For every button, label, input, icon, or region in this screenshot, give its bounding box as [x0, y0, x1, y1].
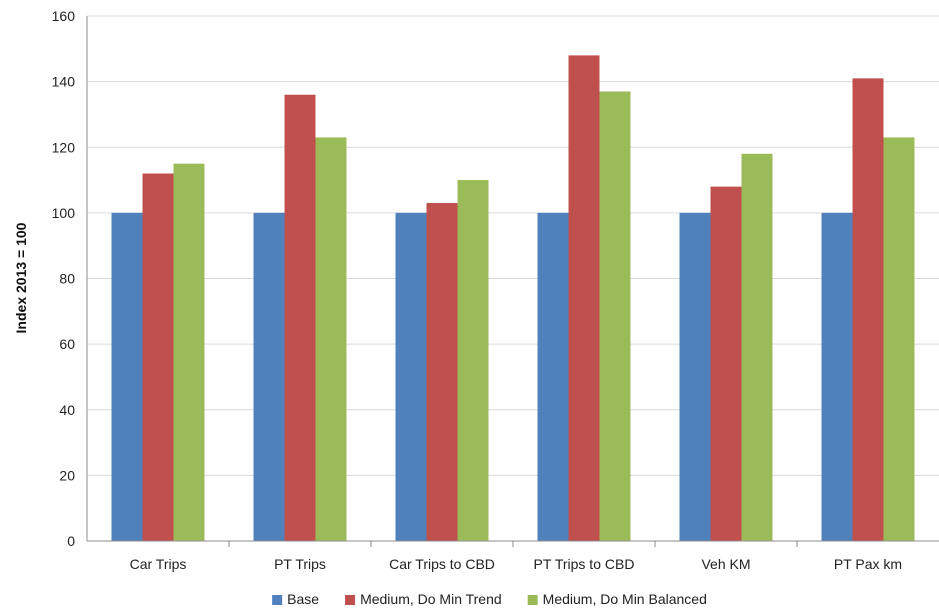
y-tick-label: 160	[52, 8, 76, 24]
bar-base-pt-trips	[253, 212, 285, 541]
legend-swatch	[272, 595, 283, 605]
bar-medium-do-min-trend-car-trips-to-cbd	[426, 203, 458, 541]
y-tick-label: 140	[52, 74, 76, 90]
y-tick-label: 120	[52, 139, 76, 155]
x-tick-labels: Car Trips PT Trips Car Trips to CBD PT Trip…	[130, 556, 903, 572]
bar-base-pt-pax-km	[821, 212, 853, 541]
legend-label: Medium, Do Min Trend	[360, 591, 502, 607]
bar-medium-do-min-trend-pt-trips	[284, 94, 316, 541]
x-tick-label: PT Trips to CBD	[534, 556, 635, 572]
x-tick-label: Car Trips	[130, 556, 187, 572]
x-tick-label: Car Trips to CBD	[389, 556, 495, 572]
bar-medium-do-min-trend-veh-km	[710, 186, 742, 541]
bar-medium-do-min-balanced-veh-km	[741, 153, 773, 541]
bar-base-veh-km	[679, 212, 711, 541]
bar-medium-do-min-balanced-car-trips	[173, 163, 205, 541]
legend-swatch	[527, 595, 538, 605]
bar-base-pt-trips-to-cbd	[537, 212, 569, 541]
y-tick-label: 80	[59, 271, 75, 287]
gridlines	[87, 15, 939, 476]
legend-label: Medium, Do Min Balanced	[543, 591, 707, 607]
y-tick-label: 0	[67, 533, 75, 549]
y-axis-title: Index 2013 = 100	[13, 222, 29, 333]
legend-swatch	[345, 595, 356, 605]
bar-medium-do-min-balanced-pt-trips-to-cbd	[599, 91, 631, 541]
y-tick-label: 40	[59, 402, 75, 418]
axes	[86, 16, 939, 547]
bar-base-car-trips-to-cbd	[395, 212, 427, 541]
bar-medium-do-min-trend-pt-trips-to-cbd	[568, 55, 600, 541]
y-tick-label: 60	[59, 336, 75, 352]
bar-medium-do-min-balanced-car-trips-to-cbd	[457, 180, 489, 541]
bars	[111, 55, 915, 541]
y-tick-labels: 0 20 40 60 80 100 120 140 160	[52, 8, 76, 549]
bar-medium-do-min-trend-pt-pax-km	[852, 78, 884, 541]
bar-medium-do-min-trend-car-trips	[142, 173, 174, 541]
x-tick-label: PT Trips	[274, 556, 326, 572]
bar-base-car-trips	[111, 212, 143, 541]
y-tick-label: 20	[59, 467, 75, 483]
bar-medium-do-min-balanced-pt-trips	[315, 137, 347, 541]
x-tick-label: Veh KM	[701, 556, 750, 572]
legend-label: Base	[287, 591, 319, 607]
y-tick-label: 100	[52, 205, 76, 221]
x-tick-label: PT Pax km	[834, 556, 902, 572]
legend: Base Medium, Do Min Trend Medium, Do Min B…	[272, 591, 707, 607]
bar-medium-do-min-balanced-pt-pax-km	[883, 137, 915, 541]
